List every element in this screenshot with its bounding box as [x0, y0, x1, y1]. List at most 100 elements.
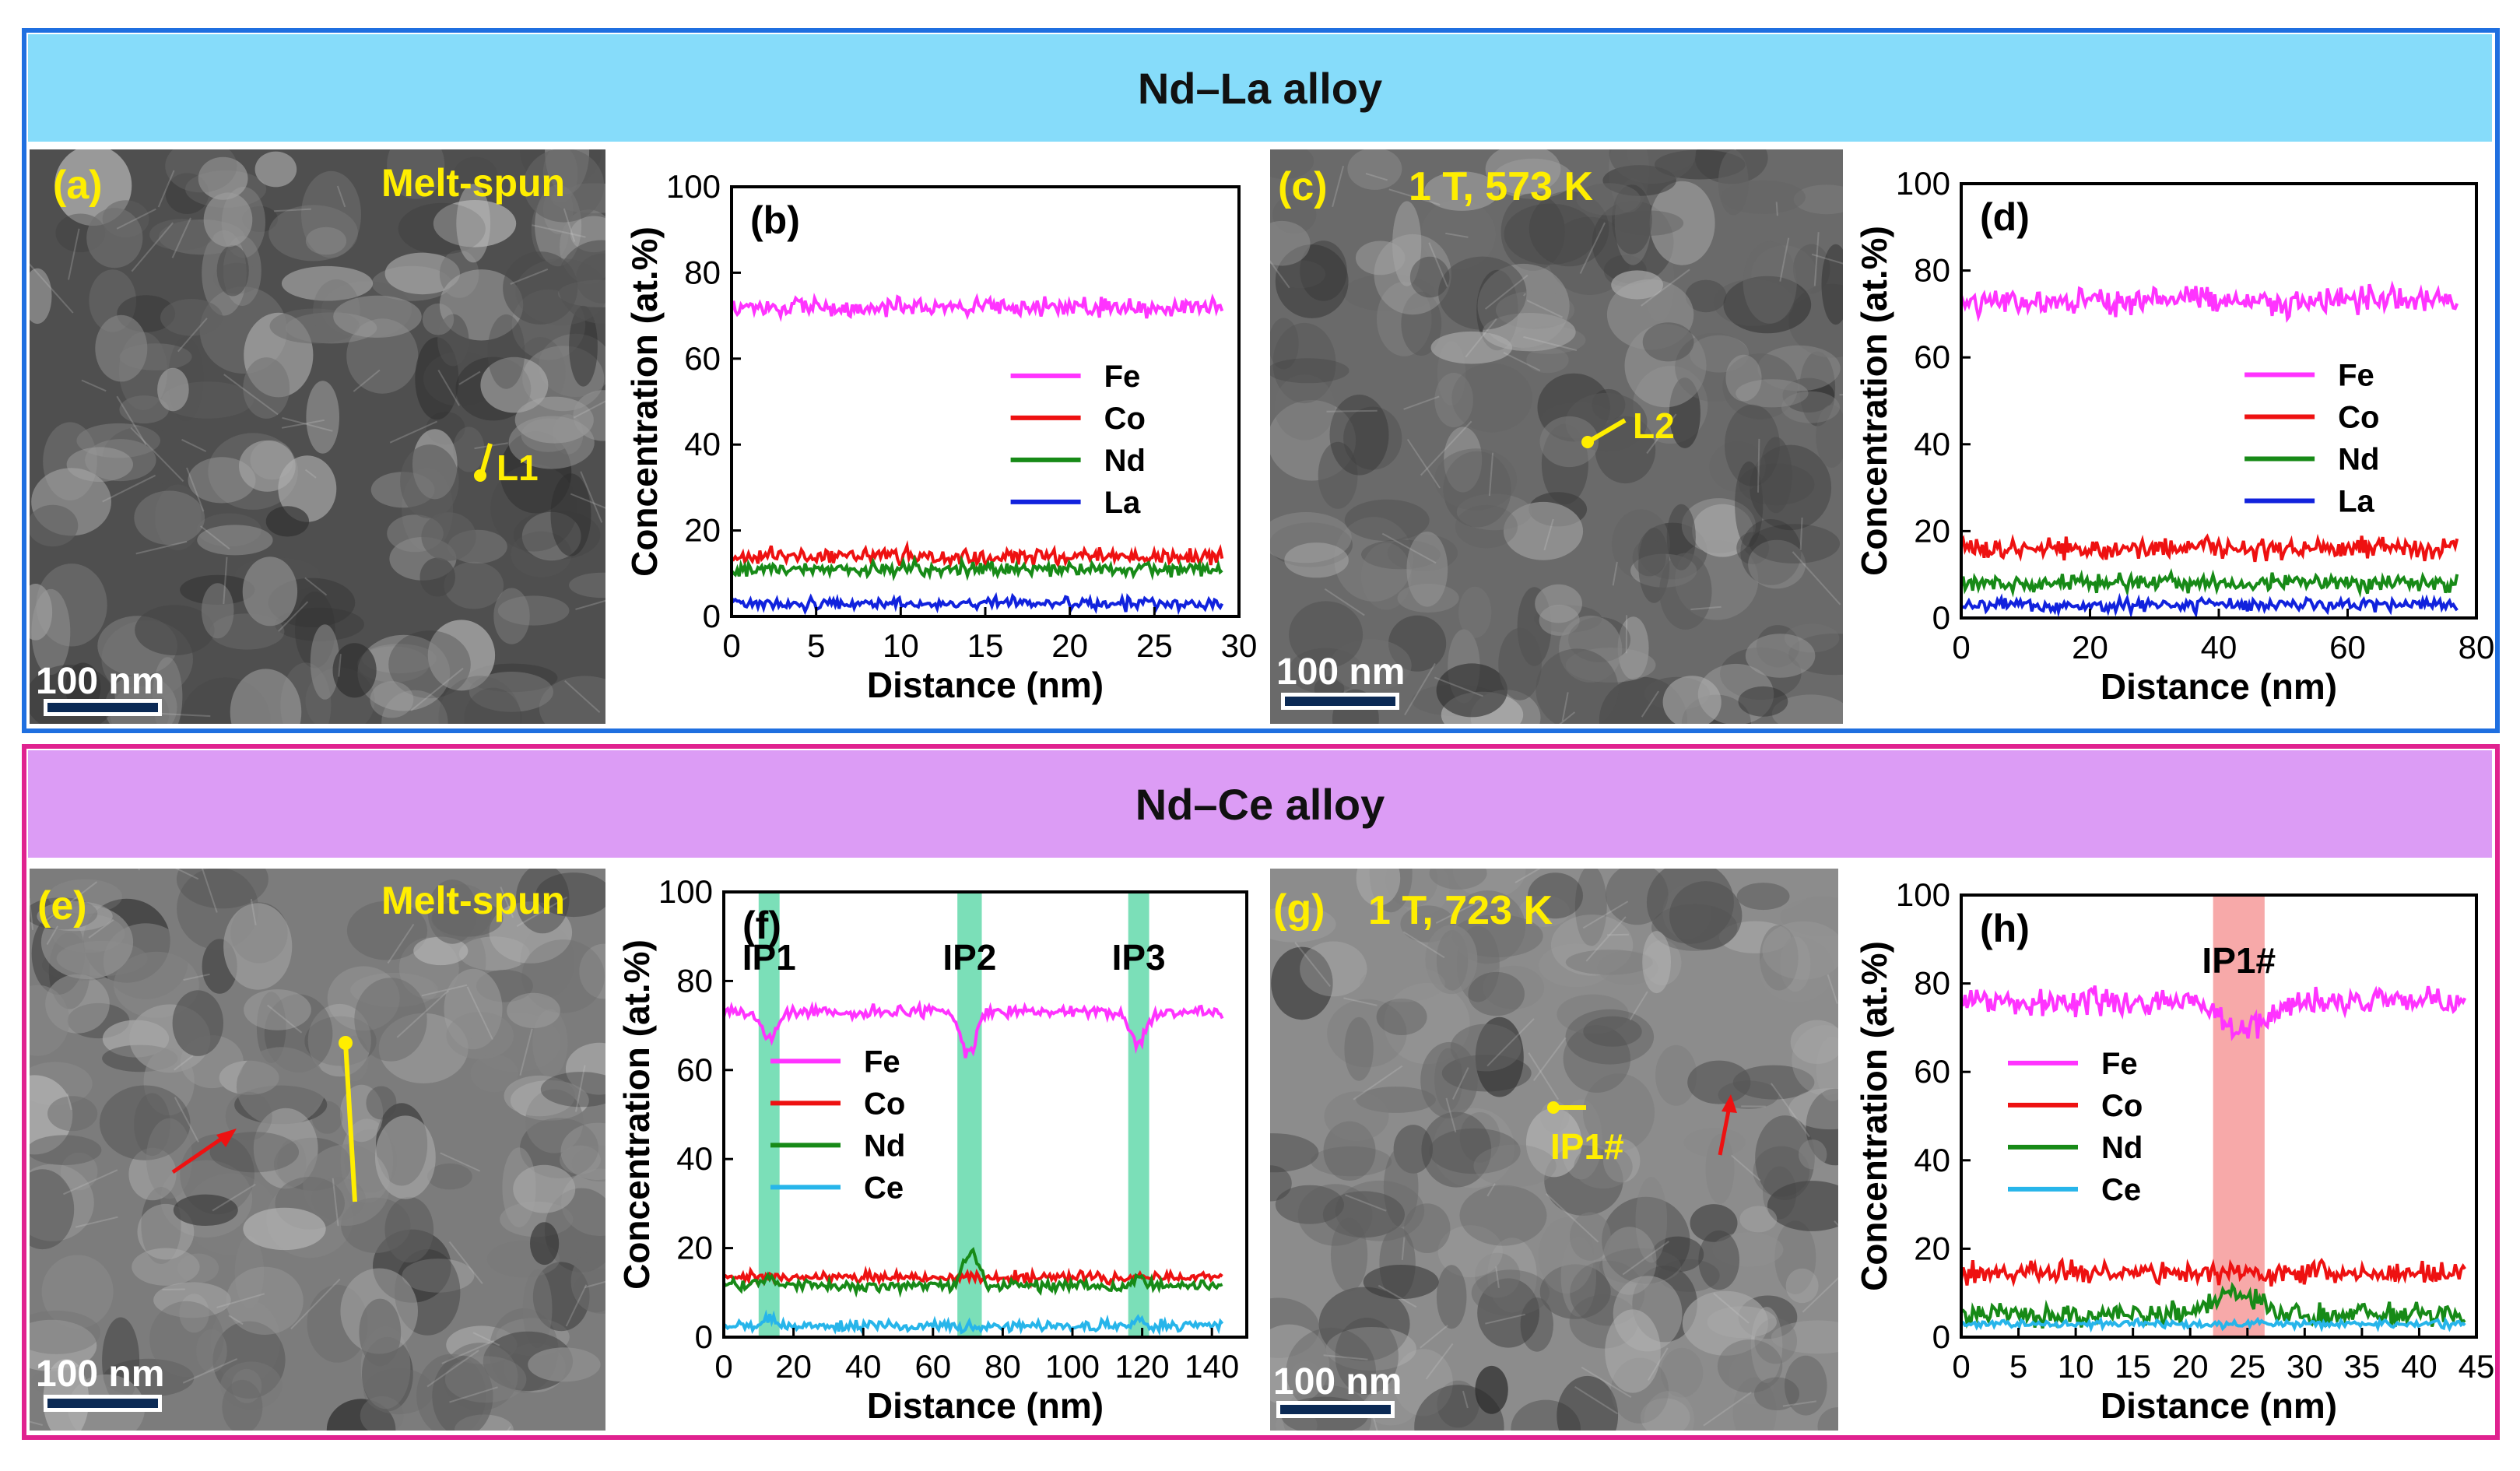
highlight-band-IP1 — [758, 892, 780, 1337]
la-section-frame — [22, 28, 2500, 733]
ce-section-title: Nd–Ce alloy — [28, 750, 2492, 858]
y-tick-label: 40 — [684, 426, 721, 462]
highlight-label-IP3: IP3 — [1112, 937, 1166, 978]
x-tick-label: 80 — [984, 1348, 1021, 1385]
x-axis-label: Distance (nm) — [867, 665, 1104, 705]
legend-label-Ce: Ce — [864, 1171, 904, 1205]
legend-label-Fe: Fe — [1104, 360, 1141, 394]
series-line-Co — [1960, 533, 2459, 563]
x-tick-label: 25 — [1136, 627, 1173, 664]
series-line-Co — [731, 539, 1224, 569]
y-tick-label: 60 — [1914, 1053, 1950, 1090]
legend-label-Co: Co — [1104, 402, 1146, 436]
legend-label-Co: Co — [2101, 1089, 2143, 1123]
x-tick-label: 15 — [2115, 1348, 2151, 1385]
legend-label-Fe: Fe — [2338, 359, 2374, 393]
plot-frame — [1960, 182, 2478, 620]
micrograph-e — [30, 869, 605, 1431]
legend-label-Nd: Nd — [1104, 444, 1146, 478]
series-line-Fe — [1960, 985, 2467, 1041]
series-line-Fe — [730, 292, 1224, 322]
legend-label-Ce: Ce — [2101, 1173, 2141, 1207]
la-section-title: Nd–La alloy — [28, 34, 2492, 142]
series-line-Fe — [722, 999, 1224, 1058]
legend-label-La: La — [2338, 485, 2374, 519]
x-tick-label: 80 — [2459, 629, 2495, 665]
ce-section-frame — [22, 744, 2500, 1440]
y-tick-label: 0 — [1932, 599, 1950, 636]
highlight-label-IP2: IP2 — [942, 937, 996, 978]
panel-label-h: (h) — [1980, 907, 2030, 950]
y-tick-label: 100 — [1896, 876, 1950, 913]
panel-label-e: (e) — [37, 883, 87, 929]
micrograph-g — [1270, 869, 1838, 1431]
x-axis-label: Distance (nm) — [2101, 666, 2337, 707]
y-tick-label: 40 — [1914, 426, 1950, 462]
highlight-band-IP1# — [2213, 895, 2265, 1337]
scale-label-c: 100 nm — [1276, 651, 1406, 693]
condition-e: Melt-spun — [381, 879, 566, 922]
legend-label-Co: Co — [2338, 401, 2379, 435]
y-axis-label: Concentration (at.%) — [1854, 941, 1894, 1291]
condition-g: 1 T, 723 K — [1368, 888, 1553, 933]
y-tick-label: 80 — [676, 962, 713, 999]
scale-bar-g — [1276, 1401, 1395, 1418]
y-axis-label: Concentration (at.%) — [1854, 226, 1894, 576]
series-line-Fe — [1960, 280, 2459, 323]
x-tick-label: 40 — [2201, 629, 2237, 665]
x-tick-label: 40 — [2401, 1348, 2438, 1385]
x-tick-label: 60 — [2329, 629, 2366, 665]
red-arrow-icon — [171, 1129, 237, 1174]
chart-b: 0 5 10 15 20 25 30 0 20 40 60 80 100 Distance (nm) Con… — [623, 163, 1261, 708]
x-tick-label: 30 — [1221, 627, 1258, 664]
x-tick-label: 20 — [1051, 627, 1088, 664]
series-line-Co — [1960, 1256, 2466, 1287]
chart-f: 0 20 40 60 80 100 120 140 0 20 40 60 80 100 Distance (… — [615, 869, 1269, 1429]
x-tick-label: 5 — [807, 627, 825, 664]
scale-bar-c — [1281, 693, 1399, 710]
y-tick-label: 60 — [1914, 339, 1950, 375]
y-axis-label: Concentration (at.%) — [616, 939, 657, 1290]
panel-label-c: (c) — [1278, 164, 1328, 209]
series-line-Nd — [730, 553, 1223, 582]
x-tick-label: 25 — [2229, 1348, 2266, 1385]
y-tick-label: 20 — [1914, 512, 1950, 549]
legend-label-Fe: Fe — [2101, 1047, 2138, 1081]
y-axis-label: Concentration (at.%) — [624, 226, 665, 577]
tem-micrograph-icon — [30, 869, 605, 1431]
legend-label-Nd: Nd — [864, 1129, 905, 1163]
x-axis-label: Distance (nm) — [2101, 1385, 2337, 1426]
x-tick-label: 45 — [2459, 1348, 2495, 1385]
y-tick-label: 60 — [684, 340, 721, 377]
tem-micrograph-icon — [1270, 149, 1843, 724]
x-tick-label: 20 — [2172, 1348, 2209, 1385]
y-tick-label: 20 — [684, 512, 721, 549]
scale-label-e: 100 nm — [36, 1353, 165, 1395]
x-tick-label: 120 — [1115, 1348, 1170, 1385]
panel-label-f: (f) — [742, 904, 781, 947]
scale-label-g: 100 nm — [1273, 1361, 1402, 1403]
scale-label-a: 100 nm — [36, 661, 165, 702]
y-tick-label: 20 — [1914, 1230, 1950, 1266]
highlight-band-IP3 — [1128, 892, 1149, 1337]
y-tick-label: 100 — [658, 873, 713, 910]
x-tick-label: 5 — [2009, 1348, 2027, 1385]
x-tick-label: 0 — [722, 627, 740, 664]
line-chart-h: 0 5 10 15 20 25 30 35 40 45 0 20 40 60 80 100 Distance (… — [1854, 876, 2495, 1426]
x-tick-label: 20 — [775, 1348, 812, 1385]
panel-label-d: (d) — [1980, 195, 2030, 239]
series-line-La — [730, 592, 1224, 616]
y-tick-label: 0 — [1932, 1318, 1950, 1355]
panel-label-g: (g) — [1273, 886, 1325, 932]
x-tick-label: 0 — [714, 1348, 732, 1385]
y-tick-label: 80 — [1914, 252, 1950, 289]
condition-a: Melt-spun — [381, 161, 566, 205]
y-tick-label: 0 — [695, 1318, 713, 1355]
micrograph-a — [30, 149, 605, 724]
line-scan-ip1-icon — [1547, 1101, 1586, 1114]
y-tick-label: 80 — [684, 254, 721, 290]
marker-ip1: IP1# — [1550, 1126, 1624, 1167]
y-tick-label: 40 — [1914, 1142, 1950, 1178]
tem-micrograph-icon — [1270, 869, 1838, 1431]
